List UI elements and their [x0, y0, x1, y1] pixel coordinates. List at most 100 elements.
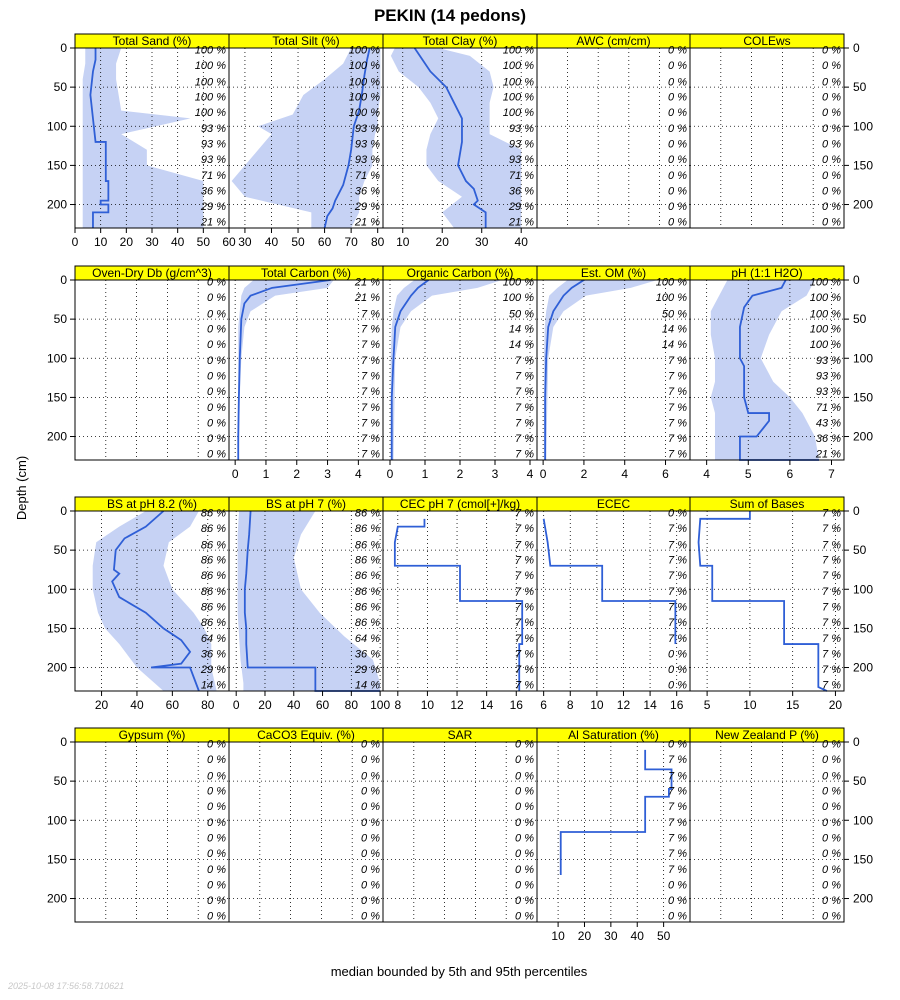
pct-label: 100 % — [349, 107, 380, 119]
median-line — [697, 511, 828, 692]
panel-title: SAR — [448, 728, 473, 742]
pct-label: 0 % — [668, 123, 687, 135]
pct-label: 7 % — [668, 617, 687, 629]
x-tick-label: 4 — [355, 467, 362, 481]
pct-label: 0 % — [822, 217, 841, 229]
panel-title: Sum of Bases — [730, 497, 805, 511]
x-tick-label: 10 — [421, 698, 435, 712]
median-line — [542, 518, 677, 645]
y-tick-label: 150 — [853, 852, 873, 866]
pct-label: 0 % — [361, 739, 380, 751]
pct-label: 0 % — [361, 786, 380, 798]
x-tick-label: 70 — [344, 235, 358, 249]
pct-label: 7 % — [822, 586, 841, 598]
pct-label: 0 % — [361, 879, 380, 891]
y-tick-label: 150 — [47, 621, 67, 635]
pct-label: 0 % — [361, 911, 380, 923]
pct-label: 7 % — [515, 540, 534, 552]
x-tick-label: 0 — [72, 235, 79, 249]
y-tick-label: 200 — [853, 892, 873, 906]
x-tick-label: 3 — [324, 467, 331, 481]
pct-label: 0 % — [515, 864, 534, 876]
pct-label: 21 % — [200, 217, 226, 229]
x-tick-label: 20 — [578, 929, 592, 943]
median-line — [243, 510, 381, 692]
pct-label: 86 % — [355, 523, 380, 535]
pct-label: 86 % — [201, 523, 226, 535]
x-tick-label: 0 — [540, 467, 547, 481]
pct-label: 0 % — [822, 801, 841, 813]
pct-label: 7 % — [515, 433, 534, 445]
pct-label: 0 % — [207, 417, 226, 429]
pct-label: 0 % — [822, 92, 841, 104]
y-tick-label: 200 — [47, 661, 67, 675]
median-line — [559, 749, 673, 876]
pct-label: 0 % — [668, 680, 687, 692]
pct-label: 7 % — [515, 617, 534, 629]
y-tick-label: 150 — [47, 390, 67, 404]
y-tick-label: 200 — [47, 198, 67, 212]
pct-label: 86 % — [201, 570, 226, 582]
x-tick-label: 10 — [94, 235, 108, 249]
median-line — [544, 279, 585, 460]
y-tick-label: 100 — [47, 119, 67, 133]
pct-label: 29 % — [200, 201, 226, 213]
y-tick-label: 50 — [853, 543, 867, 557]
pct-label: 29 % — [508, 201, 534, 213]
pct-label: 0 % — [207, 786, 226, 798]
pct-label: 0 % — [822, 107, 841, 119]
pct-label: 7 % — [668, 786, 687, 798]
y-tick-label: 150 — [853, 158, 873, 172]
pct-label: 0 % — [207, 309, 226, 321]
pct-label: 100 % — [503, 292, 534, 304]
pct-label: 7 % — [515, 601, 534, 613]
pct-label: 7 % — [822, 617, 841, 629]
panel-title: Oven-Dry Db (g/cm^3) — [92, 266, 212, 280]
pct-label: 93 % — [509, 123, 534, 135]
pct-label: 0 % — [207, 864, 226, 876]
pct-label: 100 % — [349, 77, 380, 89]
y-tick-label: 50 — [54, 80, 68, 94]
pct-label: 7 % — [515, 633, 534, 645]
pct-label: 7 % — [361, 402, 380, 414]
chart-title: PEKIN (14 pedons) — [374, 6, 526, 25]
y-tick-label: 150 — [47, 852, 67, 866]
pct-label: 0 % — [822, 154, 841, 166]
pct-label: 93 % — [509, 138, 534, 150]
y-tick-label: 100 — [853, 119, 873, 133]
pct-label: 7 % — [822, 570, 841, 582]
pct-label: 21 % — [354, 217, 380, 229]
percentile-band — [238, 280, 334, 460]
pct-label: 86 % — [201, 586, 226, 598]
x-tick-label: 30 — [145, 235, 159, 249]
x-tick-label: 4 — [621, 467, 628, 481]
panel: Sum of Bases 7 % 7 % 7 % 7 % 7 % 7 % 7 % 7 % 7 % 7… — [689, 496, 873, 712]
x-tick-label: 10 — [396, 235, 410, 249]
pct-label: 100 % — [810, 309, 841, 321]
x-tick-label: 60 — [222, 235, 236, 249]
pct-label: 100 % — [349, 92, 380, 104]
y-tick-label: 50 — [54, 312, 68, 326]
pct-label: 0 % — [515, 801, 534, 813]
pct-label: 14 % — [662, 339, 687, 351]
pct-label: 0 % — [207, 832, 226, 844]
timestamp-label: 2025-10-08 17:56:58.710621 — [7, 981, 124, 991]
pct-label: 43 % — [816, 417, 841, 429]
pct-label: 0 % — [822, 185, 841, 197]
percentile-band — [710, 280, 820, 460]
y-tick-label: 200 — [853, 661, 873, 675]
panel-title: COLEws — [743, 34, 790, 48]
x-tick-label: 40 — [515, 235, 529, 249]
y-tick-label: 50 — [54, 774, 68, 788]
pct-label: 7 % — [822, 633, 841, 645]
pct-label: 0 % — [668, 508, 687, 520]
pct-label: 0 % — [668, 154, 687, 166]
pct-label: 0 % — [822, 771, 841, 783]
y-tick-label: 50 — [54, 543, 68, 557]
pct-label: 100 % — [195, 107, 226, 119]
pct-label: 71 % — [816, 402, 841, 414]
y-tick-label: 100 — [47, 813, 67, 827]
pct-label: 86 % — [201, 601, 226, 613]
pct-label: 14 % — [662, 324, 687, 336]
panel-frame — [689, 510, 845, 692]
